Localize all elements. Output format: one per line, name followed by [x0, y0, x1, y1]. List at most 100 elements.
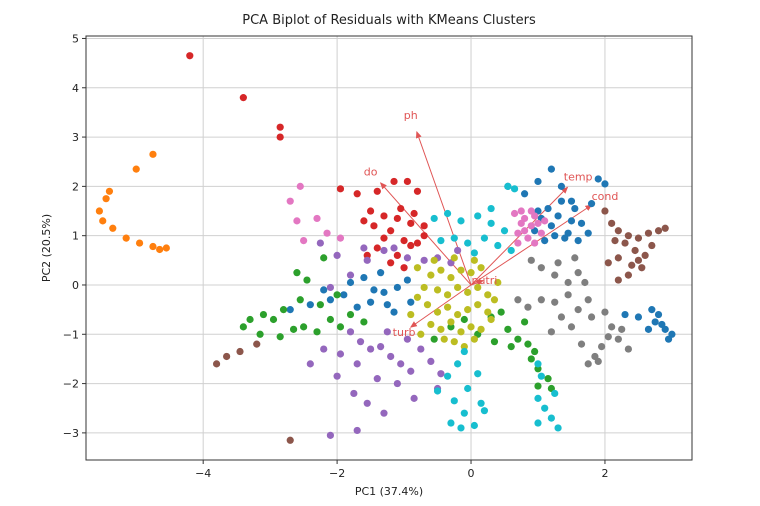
cluster-7-point [567, 323, 576, 331]
cluster-7-point [574, 306, 582, 314]
cluster-8-point [487, 315, 495, 324]
cluster-5-point [454, 246, 462, 255]
cluster-6-point [537, 229, 545, 237]
chart-title: PCA Biplot of Residuals with KMeans Clus… [242, 13, 536, 28]
cluster-2-point [557, 182, 566, 190]
cluster-8-point [450, 254, 458, 262]
cluster-2-point [380, 288, 388, 296]
cluster-9-point [494, 241, 502, 250]
cluster-7-point [624, 345, 632, 353]
cluster-8-point [470, 335, 478, 343]
cluster-9-point [460, 347, 468, 356]
cluster-4-point [507, 343, 515, 351]
cluster-1-point [276, 133, 284, 141]
cluster-1-point [363, 251, 371, 259]
cluster-9-point [457, 217, 465, 225]
cluster-2-point [661, 325, 669, 333]
x-tick-label: −2 [329, 467, 345, 480]
cluster-0-point [135, 239, 144, 247]
cluster-3-point [253, 340, 261, 348]
loading-arrow-ph [415, 130, 472, 286]
cluster-4-point [333, 291, 341, 299]
cluster-9-point [430, 214, 438, 223]
cluster-7-point [537, 296, 545, 304]
cluster-6-point [520, 227, 529, 235]
cluster-2-point [567, 217, 576, 225]
cluster-4-point [293, 269, 301, 277]
cluster-4-point [490, 338, 499, 346]
cluster-9-point [537, 372, 545, 380]
cluster-3-point [641, 251, 649, 259]
cluster-2-point [664, 335, 673, 343]
cluster-7-point [601, 308, 609, 316]
cluster-8-point [407, 310, 415, 319]
cluster-4-point [316, 301, 324, 309]
cluster-8-point [417, 330, 425, 338]
cluster-5-point [403, 254, 412, 262]
cluster-5-point [346, 271, 355, 279]
cluster-2-point [286, 306, 294, 314]
cluster-7-point [527, 256, 535, 264]
cluster-9-point [470, 249, 478, 257]
cluster-6-point [514, 239, 522, 247]
cluster-1-point [366, 207, 375, 215]
cluster-2-point [393, 283, 401, 292]
cluster-8-point [454, 310, 462, 319]
cluster-7-point [584, 360, 592, 368]
cluster-5-point [306, 360, 314, 368]
y-tick-label: 2 [72, 180, 79, 193]
cluster-0-point [156, 245, 164, 254]
cluster-3-point [638, 264, 646, 272]
cluster-7-point [551, 298, 559, 306]
cluster-2-point [644, 325, 653, 333]
cluster-4-point [279, 306, 288, 314]
cluster-9-point [504, 182, 512, 190]
cluster-4-point [430, 335, 438, 343]
cluster-8-point [427, 271, 435, 279]
cluster-3-point [628, 261, 636, 269]
y-tick-label: 4 [72, 82, 79, 95]
cluster-1-point [400, 237, 408, 245]
cluster-9-point [487, 219, 495, 227]
cluster-2-point [390, 308, 398, 316]
cluster-5-point [380, 246, 388, 255]
cluster-4-point [300, 323, 308, 331]
cluster-9-point [464, 239, 472, 247]
cluster-8-point [447, 318, 455, 326]
cluster-3-point [631, 246, 639, 255]
cluster-7-point [557, 313, 566, 321]
cluster-2-point [383, 301, 391, 309]
cluster-8-point [467, 269, 475, 277]
cluster-3-point [614, 276, 622, 284]
cluster-5-point [316, 239, 324, 247]
cluster-4-point [534, 365, 542, 373]
cluster-2-point [326, 296, 335, 304]
cluster-8-point [474, 301, 482, 309]
cluster-8-point [484, 308, 492, 316]
x-tick-label: −4 [195, 467, 211, 480]
x-tick-label: 2 [601, 467, 608, 480]
cluster-9-point [534, 360, 542, 368]
loading-label-ph: ph [404, 109, 418, 122]
loading-label-temp: temp [564, 171, 593, 184]
cluster-8-point [437, 266, 445, 274]
cluster-7-point [564, 278, 572, 287]
cluster-8-point [430, 256, 438, 264]
cluster-2-point [621, 310, 629, 319]
cluster-8-point [457, 266, 465, 274]
cluster-8-point [440, 335, 448, 343]
loading-label-do: do [364, 166, 378, 179]
cluster-3-point [614, 254, 622, 262]
cluster-2-point [370, 286, 378, 294]
cluster-1-point [397, 204, 405, 213]
cluster-4-point [276, 333, 284, 341]
cluster-2-point [544, 204, 552, 213]
cluster-5-point [427, 357, 435, 365]
cluster-2-point [407, 298, 415, 306]
cluster-1-point [360, 217, 368, 225]
cluster-9-point [474, 212, 482, 220]
cluster-2-point [547, 222, 555, 230]
cluster-6-point [514, 229, 522, 237]
cluster-7-point [554, 259, 562, 267]
cluster-7-point [614, 335, 622, 343]
